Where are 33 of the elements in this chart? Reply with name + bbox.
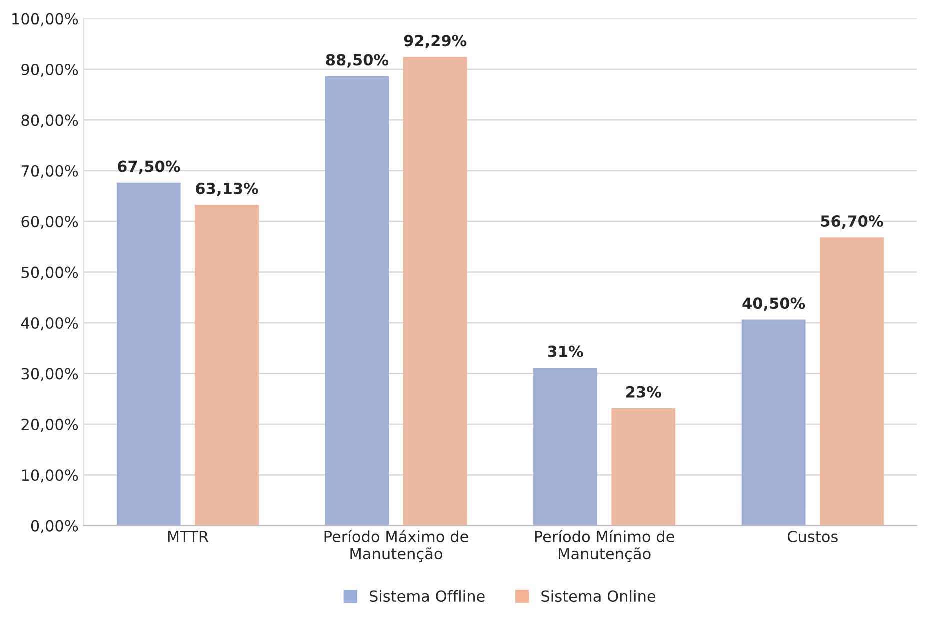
y-tick-label: 30,00% — [22, 368, 78, 382]
x-tick-label: Período Máximo de Manutenção — [324, 530, 468, 562]
data-label: 23% — [626, 386, 662, 398]
data-label: 56,70% — [821, 215, 884, 229]
y-tick-label: 50,00% — [22, 266, 78, 280]
y-tick-label: 70,00% — [22, 165, 78, 178]
bar — [195, 205, 259, 526]
data-label: 67,50% — [118, 160, 180, 174]
y-tick-label: 10,00% — [22, 470, 78, 483]
y-tick-label: 80,00% — [22, 114, 78, 128]
y-tick-label: 20,00% — [22, 418, 78, 432]
x-tick-label: Custos — [788, 530, 838, 543]
data-label: 92,29% — [404, 35, 467, 49]
y-tick-label: 90,00% — [22, 64, 78, 78]
data-label: 31% — [548, 346, 584, 358]
bar — [820, 238, 884, 526]
bar — [403, 57, 468, 526]
data-label: 40,50% — [742, 298, 806, 312]
x-tick-label: Período Mínimo de Manutenção — [535, 530, 674, 562]
y-tick-label: 60,00% — [22, 216, 78, 230]
bar — [116, 182, 181, 526]
bar — [612, 408, 676, 526]
data-label: 63,13% — [196, 182, 258, 196]
y-tick-label: 0,00% — [31, 520, 78, 534]
bar — [534, 368, 598, 526]
bar — [742, 320, 806, 526]
y-tick-label: 100,00% — [12, 13, 78, 26]
x-tick-label: MTTR — [168, 531, 209, 542]
legend-label: Sistema Online — [542, 590, 656, 602]
legend-label: Sistema Offline — [370, 590, 485, 602]
bar — [325, 76, 390, 526]
data-label: 88,50% — [326, 54, 389, 68]
y-tick-label: 40,00% — [21, 317, 78, 331]
